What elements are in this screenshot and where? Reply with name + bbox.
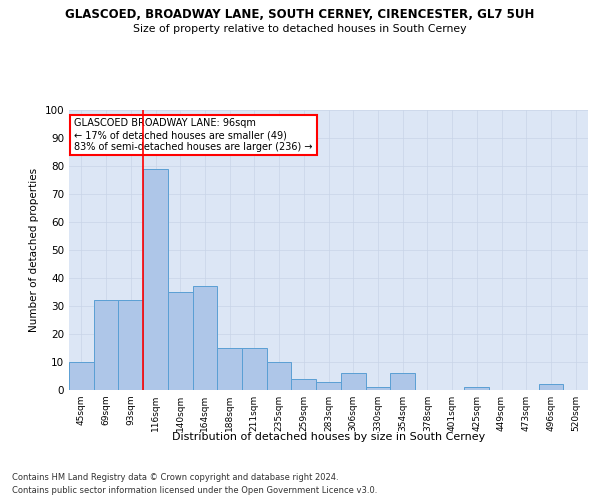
Text: Size of property relative to detached houses in South Cerney: Size of property relative to detached ho… (133, 24, 467, 34)
Text: Contains HM Land Registry data © Crown copyright and database right 2024.: Contains HM Land Registry data © Crown c… (12, 472, 338, 482)
Bar (193, 286, 217, 390)
Bar (168, 292, 193, 390)
Text: GLASCOED, BROADWAY LANE, SOUTH CERNEY, CIRENCESTER, GL7 5UH: GLASCOED, BROADWAY LANE, SOUTH CERNEY, C… (65, 8, 535, 20)
Bar (390, 373, 415, 390)
Bar (94, 300, 118, 390)
Bar (365, 387, 390, 390)
Text: Contains public sector information licensed under the Open Government Licence v3: Contains public sector information licen… (12, 486, 377, 495)
Bar (341, 373, 365, 390)
Text: Distribution of detached houses by size in South Cerney: Distribution of detached houses by size … (172, 432, 485, 442)
Bar (464, 387, 489, 390)
Bar (242, 348, 267, 390)
Bar (143, 169, 168, 390)
Bar (217, 348, 242, 390)
Text: GLASCOED BROADWAY LANE: 96sqm
← 17% of detached houses are smaller (49)
83% of s: GLASCOED BROADWAY LANE: 96sqm ← 17% of d… (74, 118, 313, 152)
Bar (69, 362, 94, 390)
Bar (118, 300, 143, 390)
Bar (539, 384, 563, 390)
Bar (292, 379, 316, 390)
Bar (316, 382, 341, 390)
Bar (267, 362, 292, 390)
Y-axis label: Number of detached properties: Number of detached properties (29, 168, 39, 332)
